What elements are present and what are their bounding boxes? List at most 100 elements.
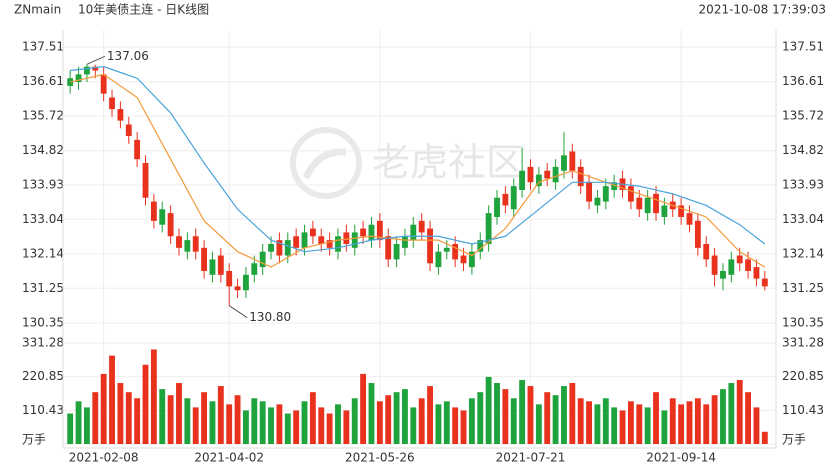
- volume-bar: [217, 386, 224, 444]
- volume-bar: [268, 407, 274, 444]
- volume-bar: [201, 392, 208, 444]
- volume-bar: [619, 410, 626, 444]
- candle-body: [368, 224, 375, 241]
- volume-bar: [318, 407, 325, 444]
- candle-body: [393, 243, 400, 260]
- y-tick-label-right: 131.25: [782, 281, 824, 295]
- candle-body: [678, 205, 685, 217]
- volume-bar: [276, 404, 283, 444]
- candle-body: [343, 232, 350, 244]
- volume-bar: [385, 395, 392, 444]
- candle-body: [703, 243, 710, 260]
- volume-bar: [117, 383, 124, 444]
- volume-bar: [243, 410, 249, 444]
- candle-body: [259, 251, 266, 268]
- y2-tick-label: 万手: [22, 433, 46, 447]
- candle-body: [519, 170, 526, 191]
- candle-body: [468, 251, 475, 268]
- y-tick-label-right: 133.93: [782, 178, 824, 192]
- watermark-logo: [302, 148, 347, 180]
- y-tick-label: 133.04: [22, 212, 64, 226]
- moving-average: [70, 66, 766, 253]
- volume-bar: [602, 398, 609, 444]
- volume-bar: [510, 398, 517, 444]
- candle-body: [234, 286, 241, 291]
- y-tick-label-right: 134.82: [782, 143, 824, 157]
- candle-body: [360, 228, 367, 237]
- candle-body: [385, 236, 392, 260]
- candle-body: [753, 267, 760, 279]
- volume-bar: [418, 398, 425, 444]
- volume-bar: [736, 379, 743, 444]
- volume-bar: [410, 407, 417, 444]
- y2-tick-label: 331.28: [22, 336, 64, 350]
- candle-body: [552, 166, 559, 183]
- min-leader: [228, 305, 248, 319]
- candle-body: [627, 186, 634, 202]
- volume-bar: [636, 404, 643, 444]
- candle-body: [418, 220, 425, 233]
- candle-body: [535, 174, 542, 187]
- y-tick-label: 131.25: [22, 281, 64, 295]
- volume-bar: [753, 407, 760, 444]
- candle-body: [569, 151, 576, 171]
- x-tick-label: 2021-04-02: [194, 451, 264, 465]
- candle-body: [243, 274, 249, 291]
- max-label: 137.06: [107, 49, 149, 63]
- candle-body: [510, 186, 517, 210]
- volume-bar: [527, 386, 534, 444]
- candle-body: [117, 109, 124, 121]
- y2-tick-label: 220.85: [22, 369, 64, 383]
- x-tick-label: 2021-02-08: [69, 451, 139, 465]
- candle-body: [594, 197, 601, 206]
- volume-bar: [452, 407, 459, 444]
- volume-bar: [535, 404, 542, 444]
- symbol: ZNmain: [14, 3, 61, 17]
- volume-bar: [720, 389, 726, 444]
- volume-bar: [686, 401, 693, 444]
- watermark-logo: [290, 127, 362, 199]
- candle-body: [502, 193, 509, 206]
- volume-bar: [594, 404, 601, 444]
- candle-body: [402, 236, 408, 248]
- volume-bar: [502, 389, 509, 444]
- candle-body: [276, 240, 283, 256]
- volume-bar: [167, 395, 174, 444]
- y-tick-label-right: 133.04: [782, 212, 824, 226]
- candle-body: [611, 182, 618, 191]
- candle-body: [494, 197, 500, 217]
- candle-body: [226, 270, 233, 287]
- candle-body: [134, 139, 141, 160]
- y-tick-label: 130.35: [22, 316, 64, 330]
- volume-bar: [67, 413, 74, 444]
- volume-bar: [745, 392, 752, 444]
- volume-bar: [326, 413, 333, 444]
- volume-bar: [477, 392, 484, 444]
- candle-body: [351, 232, 358, 248]
- volume-bar: [83, 407, 90, 444]
- volume-bar: [435, 404, 442, 444]
- candle-body: [167, 213, 174, 237]
- candle-body: [527, 166, 534, 183]
- candle-body: [653, 193, 659, 214]
- max-leader: [86, 55, 106, 65]
- watermark: 老虎社区: [290, 127, 524, 199]
- volume-bar: [226, 404, 233, 444]
- candle-body: [201, 247, 208, 271]
- volume-bar: [561, 386, 567, 444]
- candle-body: [217, 255, 224, 275]
- volume-bar: [728, 383, 735, 444]
- candle-body: [728, 259, 735, 275]
- candle-body: [577, 166, 584, 187]
- y-tick-label: 137.51: [22, 40, 64, 54]
- y2-tick-label-right: 331.28: [782, 336, 824, 350]
- y-tick-label-right: 130.35: [782, 316, 824, 330]
- y2-tick-label-right: 220.85: [782, 369, 824, 383]
- volume-bar: [134, 398, 141, 444]
- candle-body: [109, 97, 115, 110]
- candle-body: [410, 224, 417, 241]
- candle-body: [293, 236, 300, 248]
- candle-body: [209, 259, 216, 275]
- candle-body: [184, 240, 191, 252]
